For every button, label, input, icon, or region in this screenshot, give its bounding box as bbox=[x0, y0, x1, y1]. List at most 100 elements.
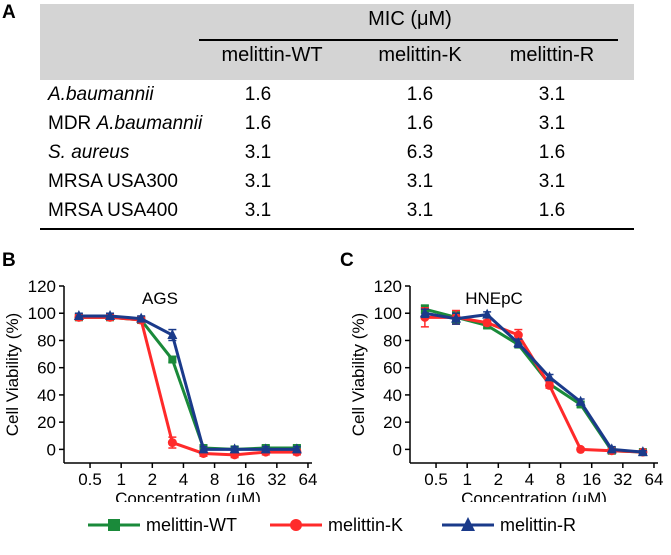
legend-marker-triangle-icon bbox=[442, 517, 494, 531]
y-tick-label: 120 bbox=[28, 277, 56, 296]
y-tick-label: 100 bbox=[374, 304, 402, 323]
table-cell: 3.1 bbox=[538, 84, 566, 105]
series-line bbox=[78, 315, 297, 457]
chart-ags: 0 20 40 60 80 100 120 0.5 1 2 4 8 16 32 64 AGS Concentra… bbox=[3, 277, 318, 502]
x-tick-label: 64 bbox=[299, 470, 318, 489]
data-point bbox=[451, 312, 462, 323]
data-point bbox=[513, 337, 524, 348]
data-point bbox=[167, 438, 177, 448]
panel-label-b: B bbox=[2, 250, 16, 271]
legend-item-r: melittin-R bbox=[440, 510, 576, 540]
y-tick-label: 40 bbox=[383, 386, 402, 405]
column-header-wt: melittin-WT bbox=[221, 44, 323, 66]
table-cell: 1.6 bbox=[406, 84, 434, 105]
legend-label-r: melittin-R bbox=[500, 514, 577, 535]
x-tick-label: 2 bbox=[494, 470, 503, 489]
row-label: MRSA USA300 bbox=[48, 171, 178, 193]
legend-marker-square-icon bbox=[88, 519, 140, 531]
y-tick-label: 80 bbox=[383, 331, 402, 350]
x-tick-label: 1 bbox=[116, 470, 125, 489]
chart-title: HNEpC bbox=[465, 289, 523, 308]
row-label-organism: S. aureus bbox=[48, 142, 130, 163]
x-tick-label: 4 bbox=[525, 470, 534, 489]
y-tick-label: 20 bbox=[37, 413, 56, 432]
x-tick-label: 0.5 bbox=[78, 470, 102, 489]
x-tick-label: 1 bbox=[462, 470, 471, 489]
y-tick-label: 120 bbox=[374, 277, 402, 296]
table-cell: 3.1 bbox=[244, 142, 272, 163]
data-point bbox=[105, 309, 116, 320]
y-tick-label: 60 bbox=[37, 359, 56, 378]
y-tick-label: 40 bbox=[37, 386, 56, 405]
data-point bbox=[544, 371, 555, 382]
y-tick-label: 100 bbox=[28, 304, 56, 323]
panel-label-a: A bbox=[2, 2, 16, 23]
table-cell: 1.6 bbox=[244, 84, 272, 105]
table-cell: 3.1 bbox=[244, 171, 272, 192]
column-header-k: melittin-K bbox=[378, 44, 462, 66]
table-cell: 3.1 bbox=[406, 171, 434, 192]
data-point bbox=[198, 443, 209, 454]
x-tick-label: 4 bbox=[179, 470, 188, 489]
legend-label-wt: melittin-WT bbox=[146, 514, 237, 535]
data-point bbox=[291, 443, 302, 454]
table-cell: 1.6 bbox=[406, 113, 434, 134]
data-point bbox=[576, 444, 586, 454]
data-point bbox=[637, 446, 648, 457]
table-cell: 3.1 bbox=[406, 200, 434, 221]
row-label-prefix: MRSA USA400 bbox=[48, 200, 178, 221]
data-point bbox=[168, 355, 177, 364]
table-cell: 1.6 bbox=[244, 113, 272, 134]
data-point bbox=[575, 395, 586, 406]
table-cell: 1.6 bbox=[538, 200, 566, 221]
series-line bbox=[78, 314, 297, 451]
table-cell: 3.1 bbox=[538, 171, 566, 192]
x-tick-label: 64 bbox=[645, 470, 664, 489]
y-tick-label: 0 bbox=[393, 440, 402, 459]
x-tick-label: 16 bbox=[582, 470, 601, 489]
legend-marker-circle-icon bbox=[270, 519, 322, 531]
row-label-organism: A.baumannii bbox=[48, 84, 154, 105]
data-point bbox=[544, 380, 554, 390]
data-point bbox=[482, 318, 492, 328]
chart-hnepc: 0 20 40 60 80 100 120 0.5 1 2 4 8 16 32 64 HNEpC Concent… bbox=[349, 277, 664, 502]
series-line bbox=[424, 315, 643, 454]
x-tick-label: 0.5 bbox=[424, 470, 448, 489]
panel-label-c: C bbox=[340, 250, 354, 271]
x-axis-label: Concentration (μM) bbox=[461, 489, 607, 502]
header-divider bbox=[199, 39, 618, 41]
y-tick-label: 20 bbox=[383, 413, 402, 432]
y-tick-label: 0 bbox=[47, 440, 56, 459]
y-axis-label: Cell Viability (%) bbox=[3, 313, 22, 436]
y-tick-label: 60 bbox=[383, 359, 402, 378]
series-line bbox=[424, 307, 643, 454]
row-label: A.baumannii bbox=[48, 84, 154, 106]
x-tick-label: 16 bbox=[236, 470, 255, 489]
data-point bbox=[513, 330, 523, 340]
legend-label-k: melittin-K bbox=[328, 514, 404, 535]
data-point bbox=[73, 309, 84, 320]
data-point bbox=[260, 443, 271, 454]
row-label: S. aureus bbox=[48, 142, 129, 164]
row-label: MDR A.baumannii bbox=[48, 113, 202, 135]
row-label: MRSA USA400 bbox=[48, 200, 178, 222]
x-axis-label: Concentration (μM) bbox=[115, 489, 261, 502]
table-cell: 1.6 bbox=[538, 142, 566, 163]
series-line bbox=[424, 311, 644, 454]
x-tick-label: 32 bbox=[613, 470, 632, 489]
x-tick-label: 8 bbox=[210, 470, 219, 489]
row-label-organism: A.baumannii bbox=[96, 113, 203, 134]
table-header-background bbox=[40, 4, 634, 80]
y-axis-label: Cell Viability (%) bbox=[349, 313, 368, 436]
table-cell: 6.3 bbox=[406, 142, 434, 163]
chart-title: AGS bbox=[142, 289, 178, 308]
table-cell: 3.1 bbox=[538, 113, 566, 134]
table-title: MIC (μM) bbox=[368, 8, 452, 30]
y-tick-label: 80 bbox=[37, 331, 56, 350]
table-cell: 3.1 bbox=[244, 200, 272, 221]
x-tick-label: 8 bbox=[556, 470, 565, 489]
legend-item-k: melittin-K bbox=[268, 510, 403, 540]
data-point bbox=[482, 308, 493, 319]
data-point bbox=[167, 329, 178, 340]
x-tick-label: 32 bbox=[267, 470, 286, 489]
